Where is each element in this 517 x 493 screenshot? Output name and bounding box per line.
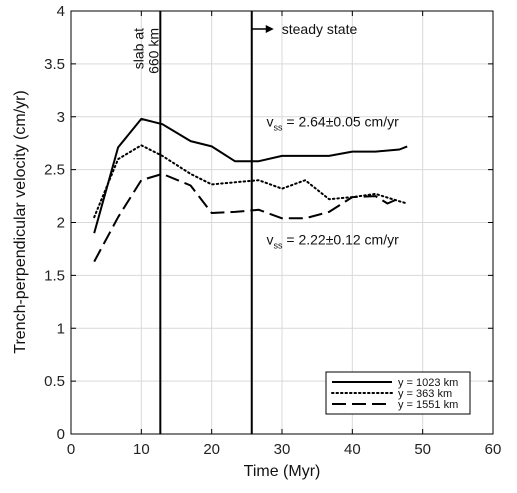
series-line-1 (93, 117, 408, 234)
series-line-3 (93, 172, 400, 263)
x-tick-label: 60 (485, 441, 502, 458)
legend-label-3: y = 1551 km (398, 399, 458, 411)
y-tick-label: 1.5 (44, 267, 65, 284)
vertical-markers: slab at 660 km steady state (130, 11, 357, 434)
slab-label-line1: slab at (130, 28, 146, 69)
steady-velocity-annotation-1: vss = 2.64±0.05 cm/yr (267, 113, 400, 132)
x-axis-title: Time (Myr) (244, 463, 321, 480)
velocity-value: = 2.22±0.12 cm/yr (283, 232, 400, 248)
y-tick-label: 2.5 (44, 162, 65, 179)
velocity-symbol: v (267, 232, 274, 248)
y-tick-label: 4 (57, 3, 65, 20)
y-tick-label: 3 (57, 109, 65, 126)
y-tick-label: 0.5 (44, 373, 65, 390)
x-tick-label: 50 (414, 441, 431, 458)
y-tick-label: 0 (57, 426, 65, 443)
legend-label-1: y = 1023 km (398, 377, 458, 389)
series-line-2 (93, 144, 409, 219)
x-tick-label: 10 (133, 441, 150, 458)
steady-state-arrow-icon (265, 25, 274, 33)
x-tick-label: 30 (274, 441, 291, 458)
velocity-subscript: ss (274, 241, 284, 251)
velocity-subscript: ss (274, 122, 284, 132)
legend-label-2: y = 363 km (398, 388, 452, 400)
velocity-value: = 2.64±0.05 cm/yr (283, 113, 400, 129)
steady-velocity-annotation-2: vss = 2.22±0.12 cm/yr (267, 232, 400, 251)
y-tick-label: 2 (57, 215, 65, 232)
y-axis-title: Trench-perpendicular velocity (cm/yr) (12, 90, 29, 353)
x-tick-label: 0 (67, 441, 75, 458)
legend: y = 1023 kmy = 363 kmy = 1551 km (325, 371, 471, 415)
x-tick-label: 40 (344, 441, 361, 458)
slab-label-line2: 660 km (145, 28, 161, 74)
y-tick-label: 3.5 (44, 56, 65, 73)
x-tick-label: 20 (203, 441, 220, 458)
axis-ticks: 0 10 20 30 40 50 60 0 0.5 1 1.5 2 2.5 3 3.5 4 (44, 3, 501, 458)
velocity-symbol: v (267, 113, 274, 129)
y-tick-label: 1 (57, 320, 65, 337)
series-lines (93, 117, 409, 263)
steady-state-label: steady state (282, 21, 358, 37)
